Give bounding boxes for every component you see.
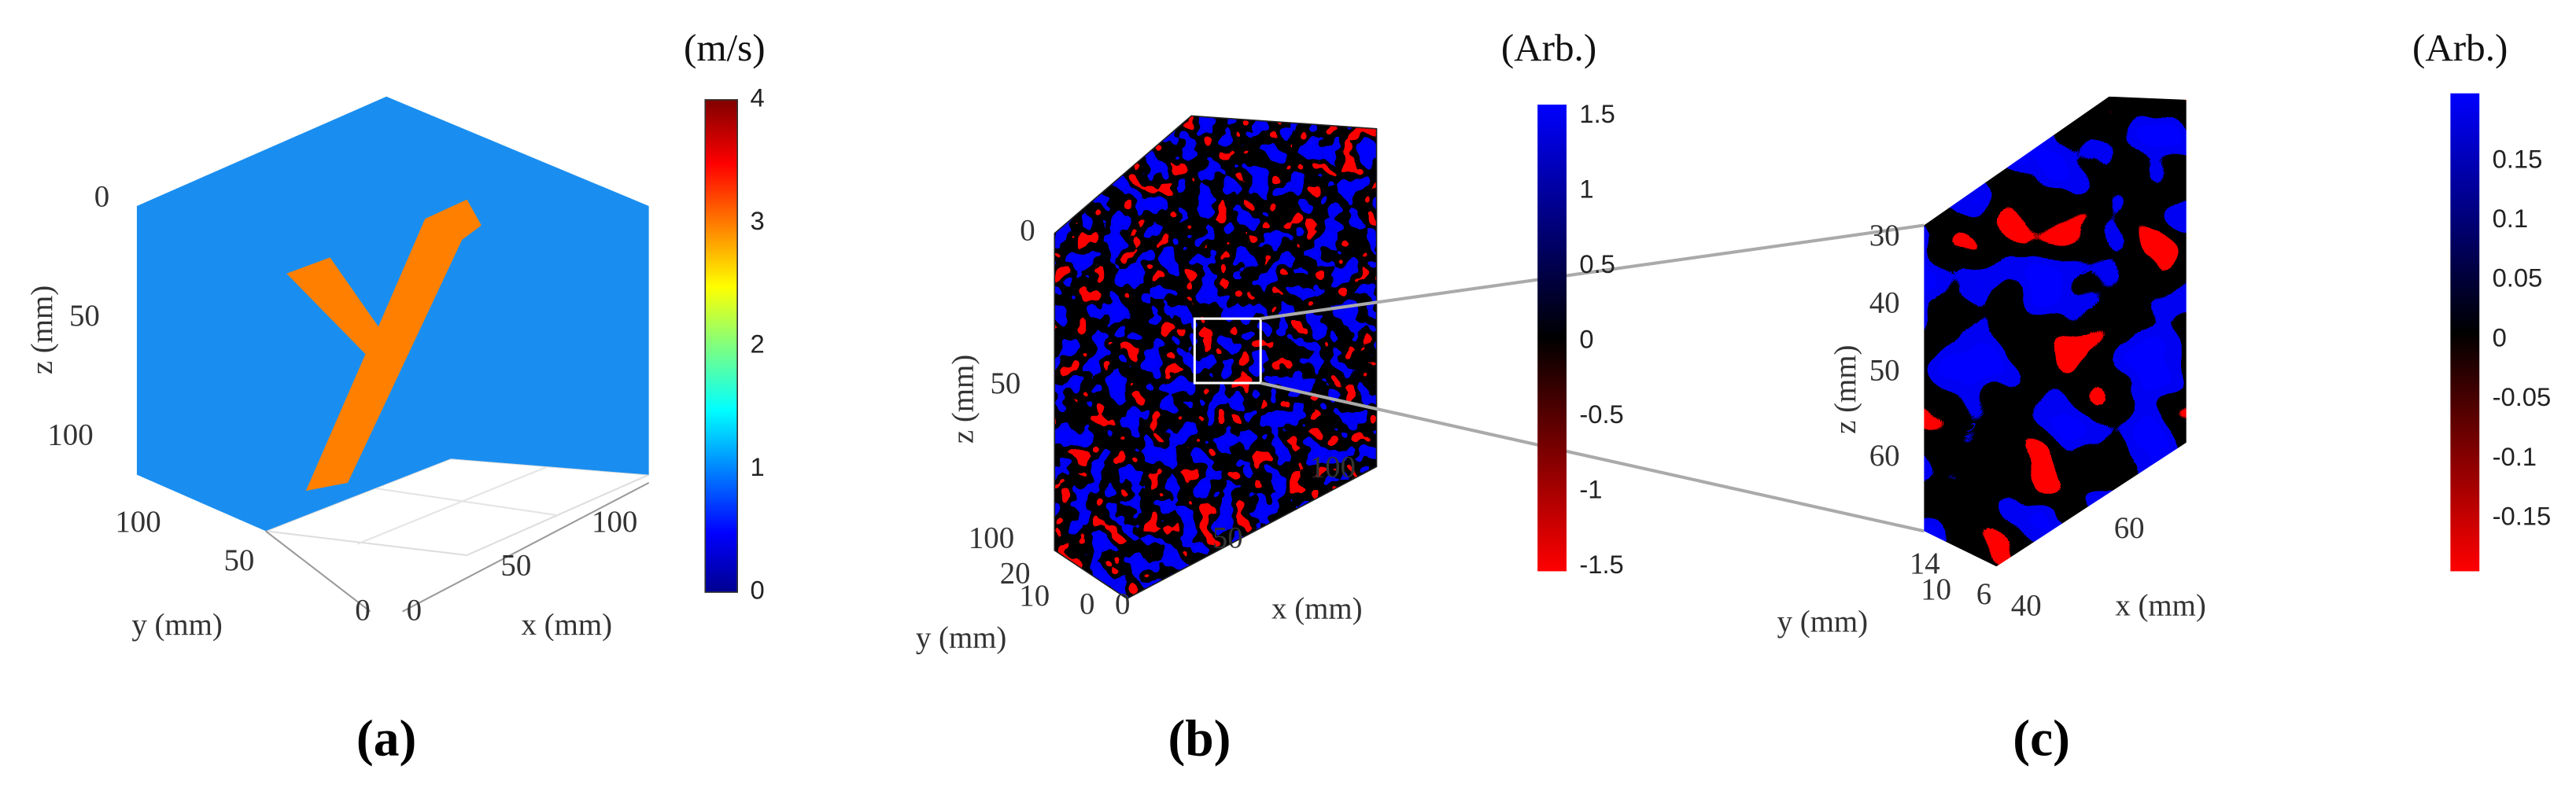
x-tick-label: 0 bbox=[1115, 587, 1130, 620]
y-axis-label: y (mm) bbox=[1777, 605, 1868, 639]
y-tick-label: 0 bbox=[355, 594, 370, 628]
colorbar-tick-label: -1.5 bbox=[1579, 550, 1623, 579]
z-tick-label: 50 bbox=[69, 299, 100, 333]
z-tick-label: 50 bbox=[990, 366, 1020, 400]
y-tick-label: 50 bbox=[223, 543, 254, 577]
colorbar-tick-label: -1 bbox=[1579, 474, 1602, 503]
zoom-box bbox=[1193, 317, 1262, 385]
z-tick-label: 100 bbox=[47, 418, 93, 452]
colorbar-tick-label: 0 bbox=[2493, 322, 2507, 352]
x-tick-label: 100 bbox=[592, 505, 637, 539]
x-tick-label: 50 bbox=[1212, 521, 1243, 554]
y-axis-label: y (mm) bbox=[916, 620, 1006, 654]
volume-a bbox=[136, 96, 650, 613]
x-axis-label: x (mm) bbox=[1271, 592, 1362, 626]
colorbar bbox=[1537, 105, 1567, 572]
colorbar-tick-label: 3 bbox=[751, 206, 765, 235]
colorbar-tick-label: 0.1 bbox=[2493, 204, 2529, 233]
colorbar-tick-label: 1.5 bbox=[1579, 99, 1615, 128]
y-tick-label: 14 bbox=[1910, 547, 1940, 580]
colorbar bbox=[2450, 93, 2480, 572]
colorbar-tick-label: -0.15 bbox=[2493, 502, 2552, 531]
y-axis-label: y (mm) bbox=[131, 608, 222, 642]
x-tick-label: 60 bbox=[2114, 511, 2145, 545]
x-tick-label: 40 bbox=[2011, 588, 2042, 622]
colorbar-tick-label: 0.15 bbox=[2493, 144, 2543, 173]
colorbar-tick-label: -0.5 bbox=[1579, 400, 1623, 429]
y-tick-label: 0 bbox=[1079, 587, 1094, 620]
y-tick-label: 10 bbox=[1019, 579, 1050, 613]
z-tick-label: 60 bbox=[1869, 439, 1900, 473]
z-axis-label: z (mm) bbox=[1829, 345, 1862, 434]
colorbar-tick-label: 1 bbox=[1579, 174, 1593, 203]
colorbar-tick-label: 0 bbox=[1579, 324, 1593, 353]
z-axis-label: z (mm) bbox=[25, 285, 59, 374]
colorbar-unit: (m/s) bbox=[684, 26, 766, 69]
z-tick-label: 50 bbox=[1869, 354, 1900, 388]
x-tick-label: 50 bbox=[500, 548, 531, 582]
colorbar-tick-label: 1 bbox=[751, 452, 765, 481]
z-axis-label: z (mm) bbox=[947, 355, 980, 444]
zoom-line bbox=[1260, 381, 1925, 533]
y-tick-label: 10 bbox=[1921, 573, 1951, 606]
colorbar-tick-label: -0.1 bbox=[2493, 442, 2537, 471]
x-tick-label: 0 bbox=[407, 594, 422, 628]
z-tick-label: 40 bbox=[1869, 286, 1900, 320]
panel-label: (b) bbox=[1168, 710, 1231, 767]
colorbar bbox=[704, 99, 739, 593]
colorbar-tick-label: 4 bbox=[751, 83, 765, 112]
y-tick-label: 20 bbox=[1000, 556, 1031, 590]
colorbar-tick-label: 2 bbox=[751, 330, 765, 359]
colorbar-tick-label: -0.05 bbox=[2493, 382, 2552, 411]
panel-label: (a) bbox=[356, 710, 416, 767]
y-tick-label: 100 bbox=[115, 505, 161, 539]
colorbar-unit: (Arb.) bbox=[2412, 26, 2508, 69]
volume-outline bbox=[1054, 115, 1378, 600]
colorbar-tick-label: 0 bbox=[751, 576, 765, 605]
z-tick-label: 30 bbox=[1869, 219, 1900, 252]
volume-c bbox=[1924, 96, 2187, 567]
z-tick-label: 0 bbox=[94, 180, 109, 214]
z-tick-label: 0 bbox=[1020, 214, 1035, 248]
z-tick-label: 100 bbox=[969, 521, 1014, 554]
zoom-line bbox=[1260, 223, 1925, 321]
panel-label: (c) bbox=[2013, 710, 2070, 767]
x-axis-label: x (mm) bbox=[522, 608, 612, 642]
colorbar-tick-label: 0.05 bbox=[2493, 263, 2543, 293]
y-tick-label: 6 bbox=[1976, 577, 1991, 611]
x-tick-label: 100 bbox=[1310, 450, 1356, 484]
colorbar-tick-label: 0.5 bbox=[1579, 249, 1615, 278]
colorbar-unit: (Arb.) bbox=[1501, 26, 1596, 69]
x-axis-label: x (mm) bbox=[2115, 588, 2205, 622]
